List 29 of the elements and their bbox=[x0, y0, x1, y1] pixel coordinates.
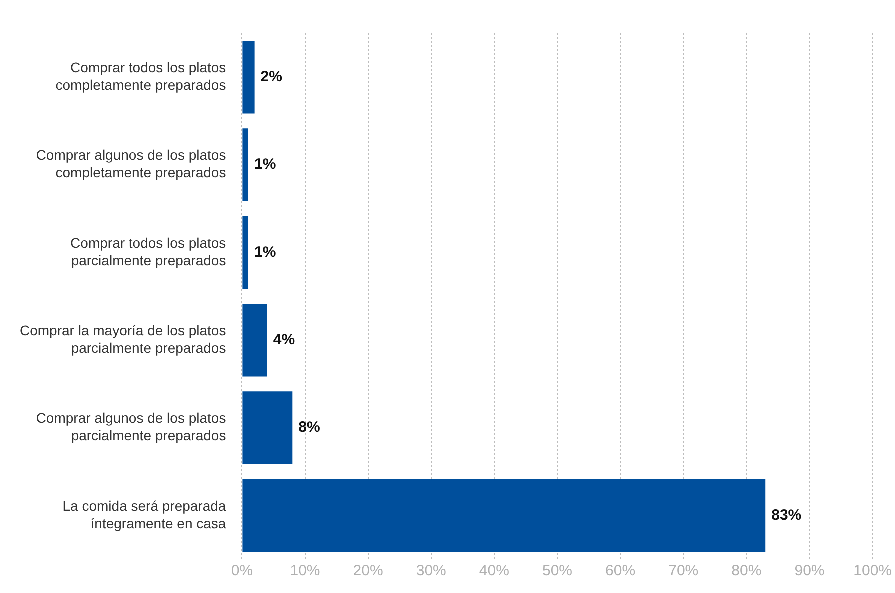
bar bbox=[242, 392, 293, 464]
y-tick-label: Comprar todos los platos completamente preparados bbox=[56, 59, 226, 93]
x-tick-label: 10% bbox=[290, 562, 320, 580]
x-tick-label: 60% bbox=[606, 562, 636, 580]
x-tick-label: 20% bbox=[353, 562, 384, 580]
x-tick-label: 80% bbox=[732, 562, 762, 580]
y-tick-label: La comida será preparada íntegramente en casa bbox=[62, 498, 226, 532]
x-tick-label: 40% bbox=[479, 562, 510, 580]
x-tick-label: 90% bbox=[794, 562, 825, 580]
data-label: 1% bbox=[254, 244, 276, 261]
y-tick-label: Comprar algunos de los platos completamente preparados bbox=[36, 147, 226, 181]
data-label: 8% bbox=[298, 419, 320, 436]
x-tick-label: 70% bbox=[668, 562, 699, 580]
data-label: 2% bbox=[260, 68, 282, 86]
data-label: 1% bbox=[254, 156, 276, 174]
x-tick-label: 50% bbox=[542, 562, 573, 580]
y-tick-label: Comprar la mayoría de los platos parcialmente preparados bbox=[20, 322, 226, 356]
x-tick-label: 100% bbox=[854, 562, 892, 580]
x-tick-label: 0% bbox=[231, 562, 254, 580]
y-tick-label: Comprar todos los platos parcialmente preparados bbox=[70, 234, 226, 268]
data-label: 83% bbox=[772, 506, 802, 524]
bar bbox=[242, 216, 249, 290]
y-tick-label: Comprar algunos de los platos parcialmente preparados bbox=[36, 410, 226, 444]
x-tick-label: 30% bbox=[416, 562, 446, 580]
bar bbox=[242, 479, 766, 552]
bar bbox=[242, 128, 249, 202]
data-label: 4% bbox=[273, 331, 296, 348]
bar bbox=[242, 304, 268, 377]
bar bbox=[242, 40, 255, 114]
